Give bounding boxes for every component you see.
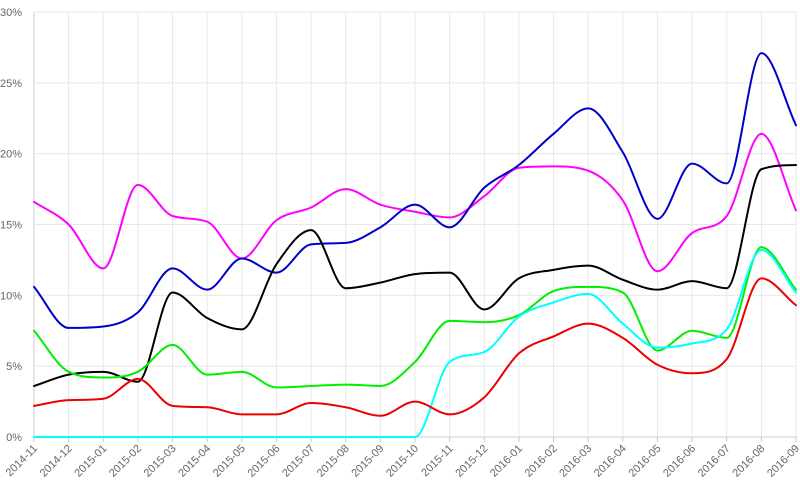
x-tick-label: 2015-11 (419, 443, 455, 479)
x-tick-labels: 2014-112014-122015-012015-022015-032015-… (4, 443, 800, 480)
x-tick-label: 2014-11 (4, 443, 40, 479)
y-tick-label: 0% (6, 432, 22, 444)
x-tick-label: 2016-08 (730, 443, 767, 480)
x-tick-label: 2015-06 (246, 443, 283, 480)
x-tick-label: 2015-07 (280, 443, 317, 480)
y-tick-label: 15% (0, 220, 22, 232)
x-tick-label: 2015-10 (384, 443, 421, 480)
y-tick-label: 25% (0, 78, 22, 90)
series-line-3 (33, 164, 797, 387)
x-tick-label: 2016-02 (523, 443, 560, 480)
y-tick-labels: 0% 5% 10% 15% 20% 25% 30% (0, 7, 22, 444)
x-tick-label: 2015-02 (107, 443, 144, 480)
x-tick-label: 2016-04 (592, 443, 629, 480)
y-tick-label: 30% (0, 7, 22, 19)
x-tick-label: 2016-07 (696, 443, 733, 480)
x-tick-label: 2016-06 (661, 443, 698, 480)
x-tick-label: 2015-12 (453, 443, 490, 480)
y-tick-label: 10% (0, 290, 22, 302)
x-tick-label: 2015-03 (142, 443, 179, 480)
series-line-1 (33, 132, 797, 273)
x-tick-label: 2015-04 (176, 443, 213, 480)
x-tick-label: 2016-05 (627, 443, 664, 480)
series-line-2 (33, 52, 797, 329)
y-tick-label: 5% (6, 361, 22, 373)
series-line-4 (33, 246, 797, 389)
x-tick-label: 2016-03 (557, 443, 594, 480)
grid (33, 11, 797, 438)
series-lines (33, 52, 797, 438)
y-tick-label: 20% (0, 149, 22, 161)
series-line-5 (33, 249, 797, 438)
x-tick-label: 2015-05 (211, 443, 248, 480)
series-line-6 (33, 277, 797, 417)
x-tick-label: 2014-12 (38, 443, 75, 480)
x-tick-label: 2015-09 (349, 443, 386, 480)
x-tick-label: 2016-09 (765, 443, 800, 480)
x-tick-label: 2016-01 (488, 443, 525, 480)
x-tick-label: 2015-08 (315, 443, 352, 480)
x-tick-label: 2015-01 (72, 443, 109, 480)
